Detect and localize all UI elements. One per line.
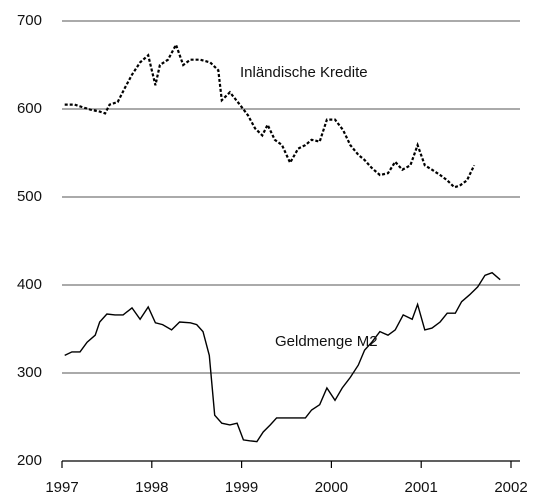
series-line: [64, 42, 476, 189]
x-tick-label: 1999: [225, 479, 258, 496]
y-tick-label: 200: [17, 452, 42, 469]
series-label: Inländische Kredite: [240, 64, 368, 81]
y-tick-label: 300: [17, 364, 42, 381]
series-label: Geldmenge M2: [275, 333, 378, 350]
x-tick-label: 1998: [135, 479, 168, 496]
y-tick-label: 500: [17, 188, 42, 205]
x-tick-label: 2002: [494, 479, 527, 496]
y-tick-label: 600: [17, 100, 42, 117]
y-tick-label: 700: [17, 12, 42, 29]
x-tick-label: 2000: [315, 479, 348, 496]
x-tick-label: 2001: [405, 479, 438, 496]
y-tick-label: 400: [17, 276, 42, 293]
series-line: [64, 271, 501, 443]
x-tick-label: 1997: [45, 479, 78, 496]
